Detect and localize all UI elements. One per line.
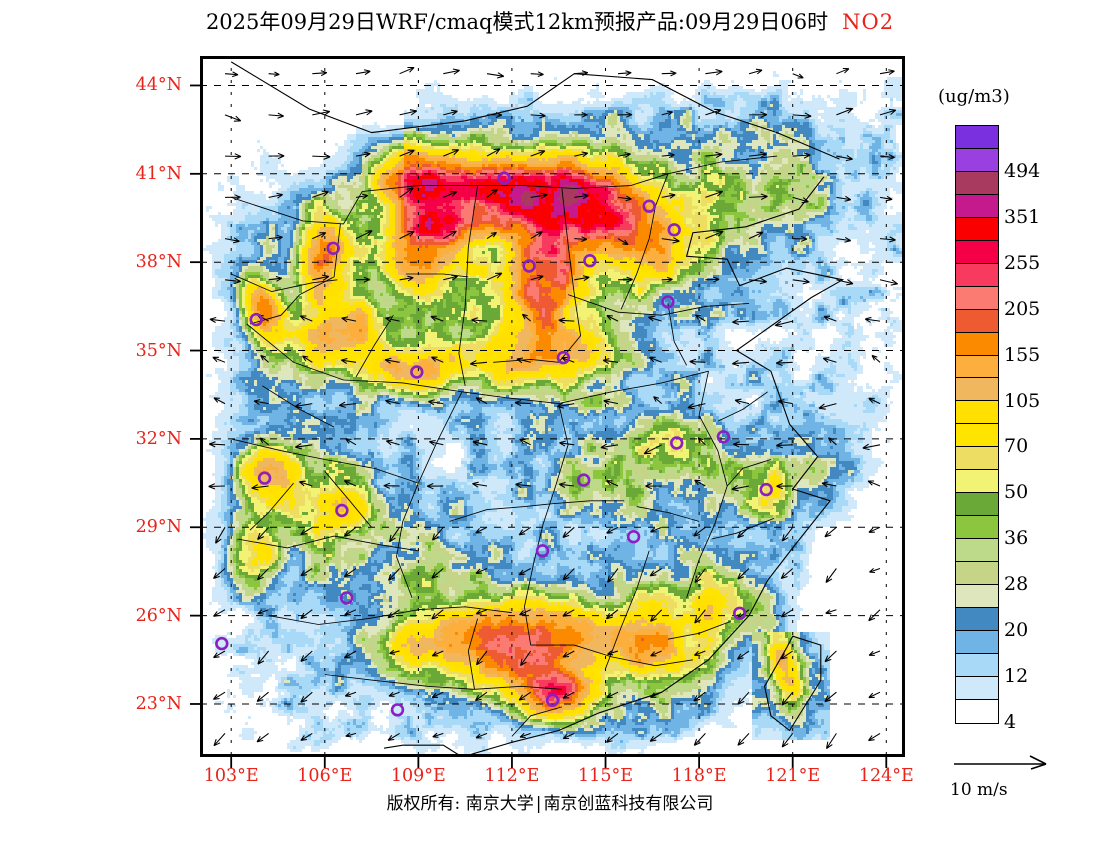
wind-scale-legend: 10 m/s bbox=[950, 752, 1100, 800]
colorbar-tick: 36 bbox=[1004, 527, 1029, 550]
map-plot-area[interactable] bbox=[190, 56, 905, 768]
y-axis-tick-label: 44°N bbox=[135, 75, 182, 96]
colorbar-tick-labels: 494 351 255 205 155 105 70 50 36 28 20 12 4 bbox=[1004, 125, 1100, 733]
colorbar-tick: 12 bbox=[1004, 665, 1029, 688]
colorbar-tick: 105 bbox=[1004, 389, 1041, 412]
x-axis-labels: 103°E 106°E 109°E 112°E 115°E 118°E 121°E 124°E bbox=[200, 764, 914, 792]
colorbar-band bbox=[956, 217, 998, 241]
colorbar-band bbox=[956, 126, 998, 149]
x-axis-tick-label: 121°E bbox=[765, 766, 821, 786]
y-axis-tick-label: 38°N bbox=[135, 252, 182, 273]
colorbar-band bbox=[956, 424, 998, 448]
colorbar-band bbox=[956, 585, 998, 609]
colorbar-band bbox=[956, 630, 998, 654]
colorbar-band bbox=[956, 332, 998, 356]
footer-separator: | bbox=[535, 794, 542, 814]
wind-scale-label: 10 m/s bbox=[950, 780, 1008, 800]
colorbar-band bbox=[956, 653, 998, 677]
colorbar-band bbox=[956, 539, 998, 563]
colorbar-band bbox=[956, 355, 998, 379]
forecast-map-svg[interactable] bbox=[200, 56, 905, 757]
colorbar-band bbox=[956, 562, 998, 586]
colorbar-band bbox=[956, 447, 998, 471]
colorbar-band bbox=[956, 676, 998, 700]
no2-concentration-field bbox=[203, 71, 905, 757]
colorbar-tick: 205 bbox=[1004, 297, 1041, 320]
colorbar-tick: 20 bbox=[1004, 619, 1029, 642]
y-axis-tick-label: 35°N bbox=[135, 340, 182, 361]
colorbar-band bbox=[956, 148, 998, 172]
title-main-text: 2025年09月29日WRF/cmaq模式12km预报产品:09月29日06时 bbox=[205, 10, 829, 34]
colorbar-band bbox=[956, 286, 998, 310]
footer-copyright: 版权所有: 南京大学 | 南京创蓝科技有限公司 bbox=[0, 789, 1100, 814]
colorbar-tick: 50 bbox=[1004, 481, 1029, 504]
footer-company-text: 南京创蓝科技有限公司 bbox=[543, 794, 714, 814]
colorbar-tick: 494 bbox=[1004, 159, 1041, 182]
city-marker-layer bbox=[215, 171, 773, 717]
y-axis-tick-label: 32°N bbox=[135, 428, 182, 449]
colorbar-band bbox=[956, 470, 998, 494]
colorbar-tick: 155 bbox=[1004, 343, 1041, 366]
wind-vector-field bbox=[208, 66, 899, 750]
map-frame-border bbox=[200, 56, 905, 757]
colorbar-band bbox=[956, 263, 998, 287]
colorbar-band bbox=[956, 608, 998, 631]
colorbar-tick: 351 bbox=[1004, 205, 1041, 228]
x-axis-tick-label: 106°E bbox=[297, 766, 353, 786]
colorbar-tick: 4 bbox=[1004, 711, 1017, 733]
footer-copyright-text: 版权所有: 南京大学 bbox=[386, 794, 534, 814]
colorbar-band bbox=[956, 378, 998, 402]
y-axis-tick-label: 41°N bbox=[135, 163, 182, 184]
colorbar-band bbox=[956, 194, 998, 218]
administrative-boundaries bbox=[230, 61, 845, 757]
title-pollutant-label: NO2 bbox=[842, 10, 895, 34]
x-axis-tick-label: 124°E bbox=[858, 766, 914, 786]
colorbar-band bbox=[956, 171, 998, 195]
page-title: 2025年09月29日WRF/cmaq模式12km预报产品:09月29日06时 N… bbox=[0, 6, 1100, 36]
y-axis-tick-label: 26°N bbox=[135, 605, 182, 626]
colorbar-band bbox=[956, 516, 998, 540]
colorbar-band bbox=[956, 240, 998, 264]
x-axis-tick-label: 109°E bbox=[390, 766, 446, 786]
x-axis-tick-label: 118°E bbox=[671, 766, 727, 786]
colorbar[interactable] bbox=[955, 125, 999, 724]
y-axis-labels: 44°N 41°N 38°N 35°N 32°N 29°N 26°N 23°N bbox=[0, 56, 192, 757]
wind-arrow-icon bbox=[954, 755, 1047, 770]
colorbar-band bbox=[956, 699, 998, 723]
colorbar-tick: 255 bbox=[1004, 251, 1041, 274]
colorbar-tick: 28 bbox=[1004, 573, 1029, 596]
colorbar-tick: 70 bbox=[1004, 435, 1029, 458]
y-axis-tick-label: 23°N bbox=[135, 693, 182, 714]
colorbar-unit-label: (ug/m3) bbox=[938, 86, 1010, 107]
colorbar-band bbox=[956, 493, 998, 517]
colorbar-band bbox=[956, 401, 998, 425]
latlon-gridlines bbox=[200, 56, 905, 757]
y-axis-tick-label: 29°N bbox=[135, 517, 182, 538]
x-axis-tick-label: 112°E bbox=[484, 766, 540, 786]
colorbar-band bbox=[956, 309, 998, 333]
x-axis-tick-label: 103°E bbox=[203, 766, 259, 786]
x-axis-tick-label: 115°E bbox=[578, 766, 633, 786]
